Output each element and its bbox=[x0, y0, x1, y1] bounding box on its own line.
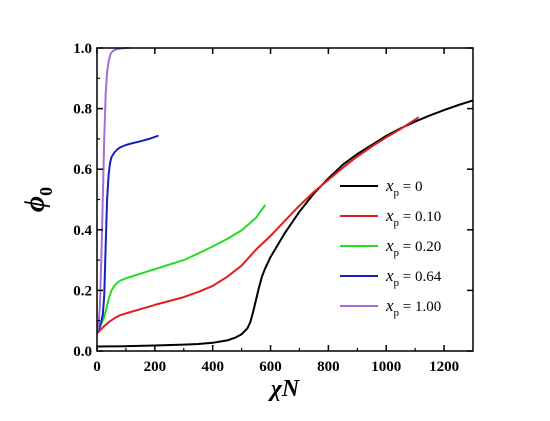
legend-label-3: xp = 0.64 bbox=[385, 266, 442, 289]
ticks-layer: 0 200 400 600 800 1000 1200 0.0 0.2 0.4 0.6 0.8 1.0 bbox=[73, 41, 473, 375]
x-tick-label: 0 bbox=[93, 359, 101, 375]
x-tick-label: 1200 bbox=[429, 359, 459, 375]
series-line-1 bbox=[97, 116, 419, 335]
y-tick-label: 0.0 bbox=[73, 344, 92, 360]
x-tick-label: 600 bbox=[259, 359, 282, 375]
y-tick-label: 0.4 bbox=[73, 223, 92, 239]
y-tick-label: 1.0 bbox=[73, 41, 92, 57]
legend-label-1: xp = 0.10 bbox=[385, 206, 441, 229]
x-axis-label: χN bbox=[268, 376, 301, 402]
series-line-2 bbox=[97, 204, 266, 333]
legend-label-2: xp = 0.20 bbox=[385, 236, 441, 259]
x-tick-label: 400 bbox=[201, 359, 224, 375]
y-tick-label: 0.2 bbox=[73, 283, 92, 299]
y-axis-label: ϕ0 bbox=[20, 187, 56, 212]
x-tick-label: 200 bbox=[144, 359, 167, 375]
legend-label-0: xp = 0 bbox=[385, 176, 423, 199]
legend-label-4: xp = 1.00 bbox=[385, 296, 441, 319]
y-tick-label: 0.8 bbox=[73, 102, 92, 118]
legend: xp = 0 xp = 0.10 xp = 0.20 xp = 0.64 xp = 1.… bbox=[340, 176, 442, 319]
series-line-3 bbox=[97, 134, 159, 334]
series-layer bbox=[97, 47, 473, 348]
x-tick-label: 1000 bbox=[371, 359, 401, 375]
y-tick-label: 0.6 bbox=[73, 162, 92, 178]
x-tick-label: 800 bbox=[317, 359, 340, 375]
